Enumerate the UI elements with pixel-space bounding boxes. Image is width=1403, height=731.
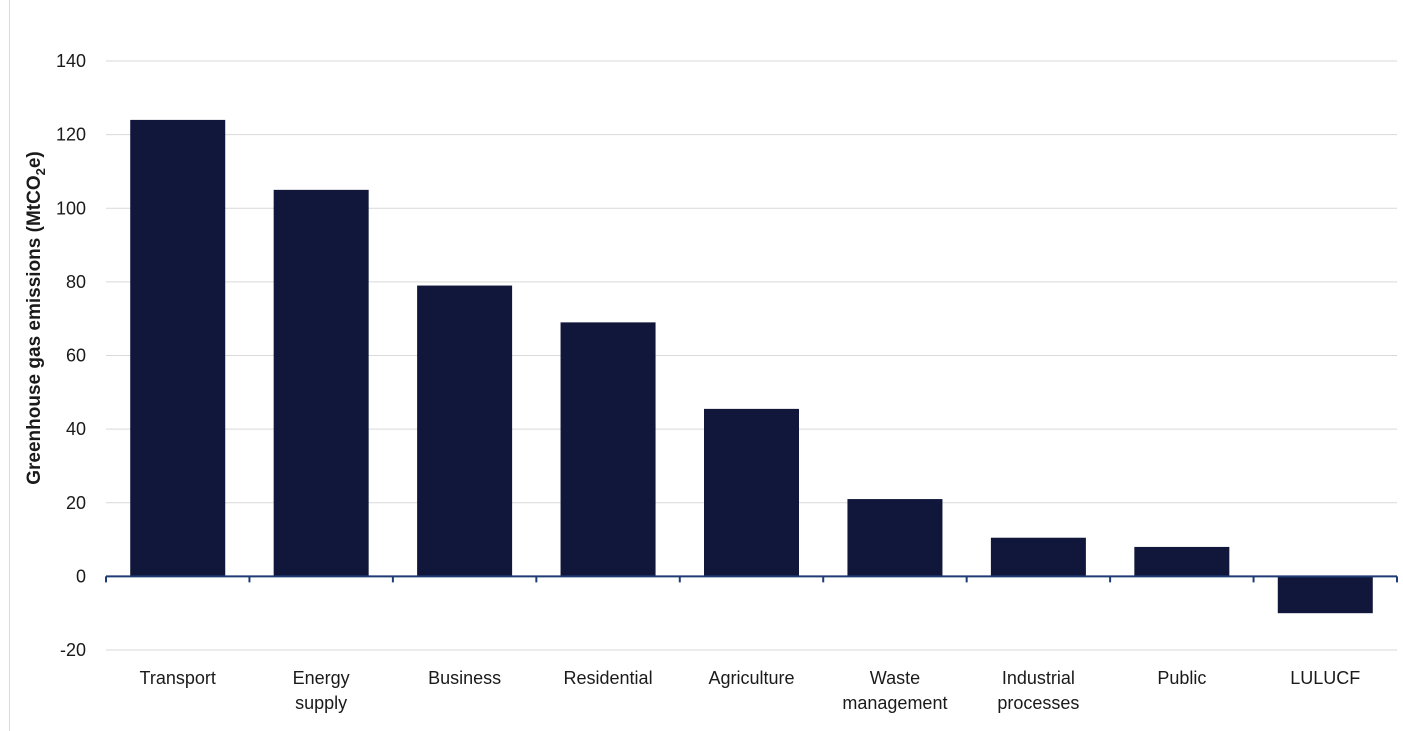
y-tick-label: 60 <box>66 346 86 366</box>
y-axis-label-main: Greenhouse gas emissions (MtCO <box>24 175 45 484</box>
y-axis-label-subscript: 2 <box>33 168 48 175</box>
y-tick-label: 80 <box>66 272 86 292</box>
y-tick-label: 100 <box>56 198 86 218</box>
bar <box>273 189 369 577</box>
bar <box>704 408 799 577</box>
y-tick-label: 120 <box>56 125 86 145</box>
bar <box>1277 576 1373 614</box>
y-tick-label: -20 <box>60 640 86 660</box>
x-tick-label: Industrial processes <box>997 668 1079 713</box>
bars <box>130 119 1373 614</box>
x-tick-label: Public <box>1157 668 1206 688</box>
x-tick-label: Business <box>428 668 501 688</box>
x-tick-label: Residential <box>564 668 653 688</box>
y-axis-tick-labels: -20 0 20 40 60 80 100 120 140 <box>56 51 86 660</box>
x-tick-label: Agriculture <box>708 668 794 688</box>
x-axis <box>105 575 1398 583</box>
x-axis-tick-labels: Transport Energy supply Business Residential… <box>140 668 1361 713</box>
x-tick-label: Waste management <box>842 668 947 713</box>
y-tick-label: 20 <box>66 493 86 513</box>
y-tick-label: 140 <box>56 51 86 71</box>
left-border <box>9 0 10 731</box>
y-tick-label: 0 <box>76 566 86 586</box>
x-tick-label: Energy supply <box>293 668 350 713</box>
bar <box>847 499 943 577</box>
bar <box>417 285 513 577</box>
bar <box>560 322 656 577</box>
x-tick-label: LULUCF <box>1290 668 1360 688</box>
y-axis-label-end: e) <box>24 151 45 168</box>
bar <box>130 119 226 577</box>
x-tick-label: Transport <box>140 668 216 688</box>
y-axis-label: Greenhouse gas emissions (MtCO2e) <box>24 151 48 485</box>
bar <box>990 537 1086 577</box>
bar <box>1134 546 1230 577</box>
y-tick-label: 40 <box>66 419 86 439</box>
